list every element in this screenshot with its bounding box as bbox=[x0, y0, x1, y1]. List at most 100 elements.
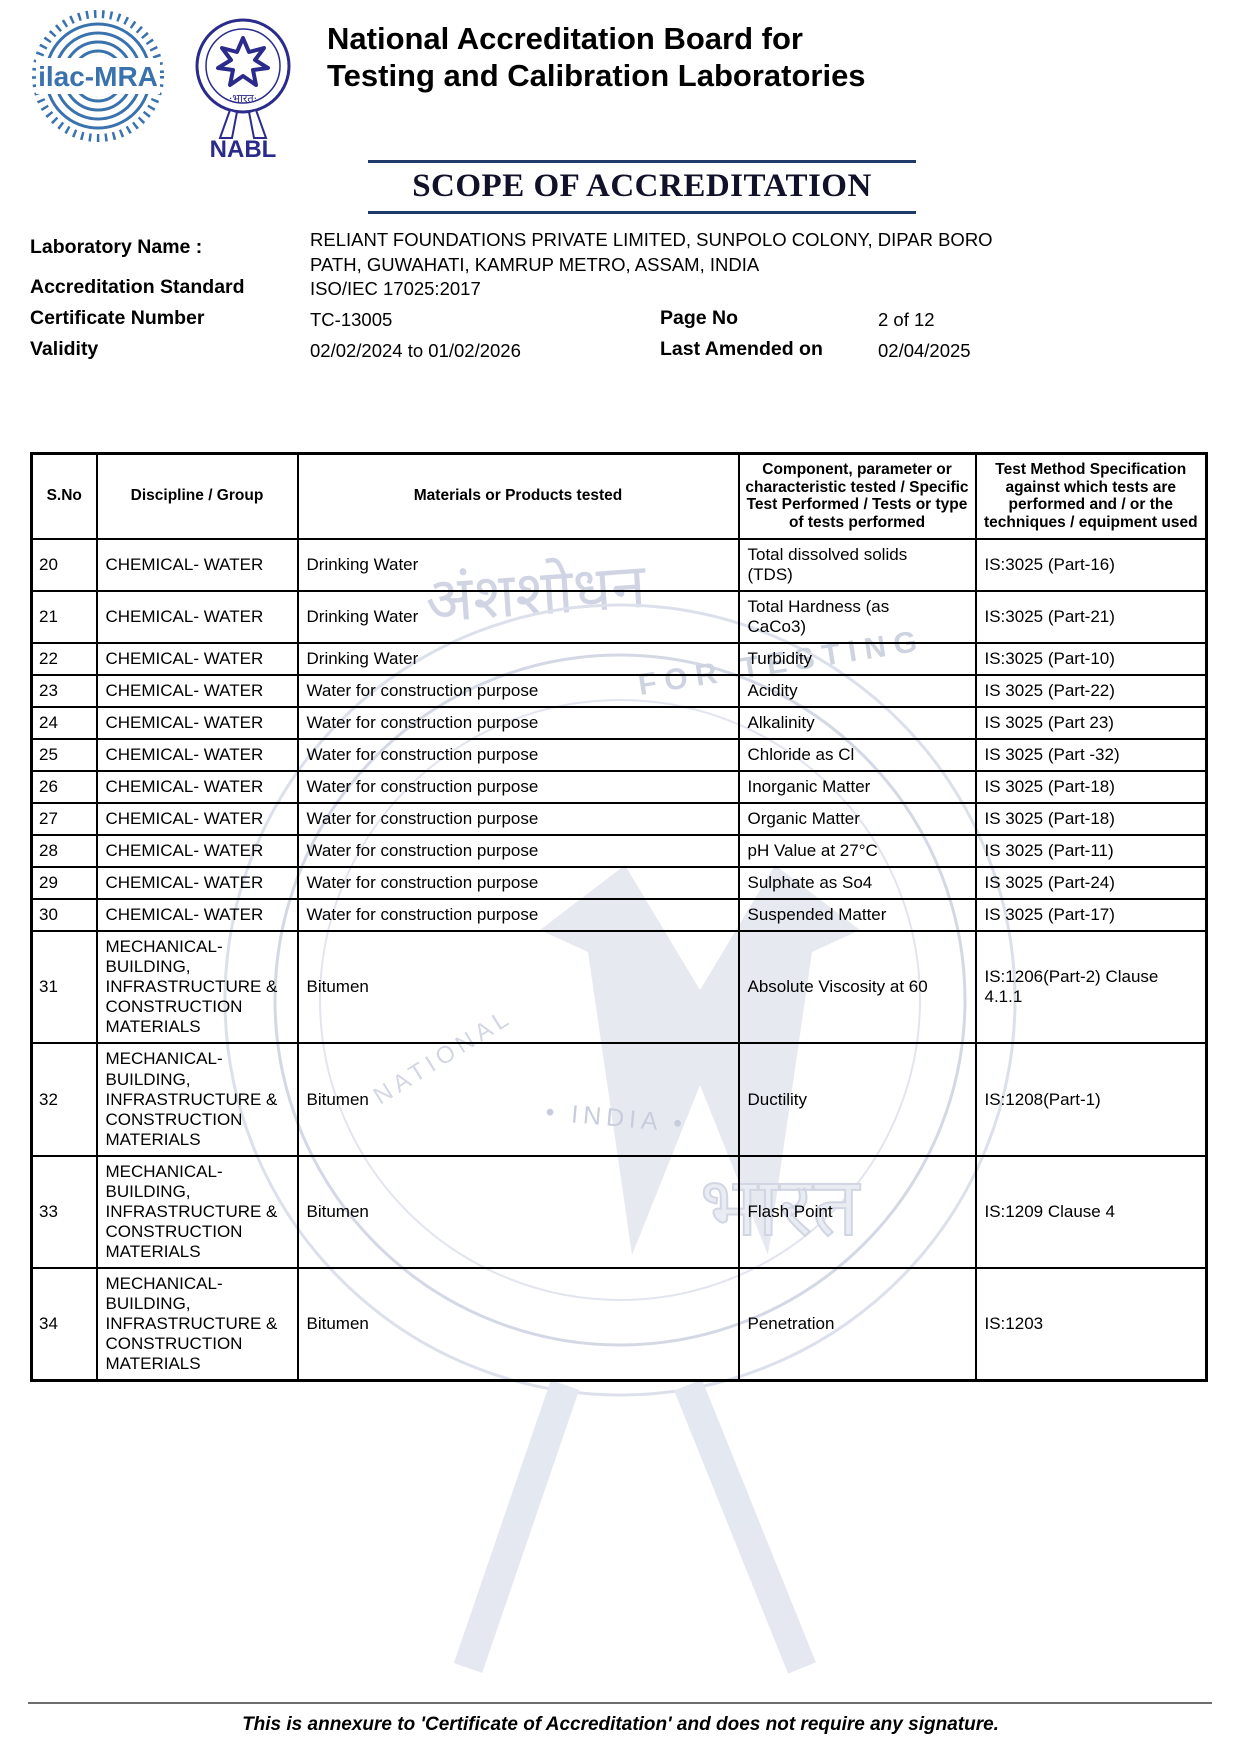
material-cell: Bitumen bbox=[296, 930, 740, 1045]
sno-cell: 21 bbox=[30, 589, 98, 644]
material-cell: Water for construction purpose bbox=[296, 898, 740, 933]
sno-cell: 31 bbox=[30, 930, 98, 1045]
component-cell: Total dissolved solids (TDS) bbox=[737, 537, 977, 592]
table-body: 20 CHEMICAL- WATER Drinking Water Total dis… bbox=[30, 537, 1208, 1382]
lab-name-value: RELIANT FOUNDATIONS PRIVATE LIMITED, SUN… bbox=[310, 229, 993, 275]
method-cell: IS 3025 (Part-18) bbox=[974, 802, 1208, 837]
component-cell: Organic Matter bbox=[737, 802, 977, 837]
method-cell: IS 3025 (Part 23) bbox=[974, 705, 1208, 740]
table-row: 21 CHEMICAL- WATER Drinking Water Total Har… bbox=[30, 589, 1208, 644]
org-title-line2: Testing and Calibration Laboratories bbox=[327, 58, 866, 93]
last-amended-value: 02/04/2025 bbox=[878, 340, 971, 361]
validity-label: Validity bbox=[30, 338, 99, 360]
component-cell: Flash Point bbox=[737, 1154, 977, 1269]
sno-cell: 32 bbox=[30, 1042, 98, 1157]
watermark-leg-left bbox=[453, 1380, 580, 1673]
nabl-leg-left bbox=[218, 108, 239, 139]
component-cell: Penetration bbox=[737, 1266, 977, 1382]
sno-cell: 28 bbox=[30, 834, 98, 869]
ilac-logo-text: ilac-MRA bbox=[38, 61, 158, 92]
method-cell: IS:3025 (Part-10) bbox=[974, 641, 1208, 676]
component-cell: Sulphate as So4 bbox=[737, 866, 977, 901]
method-cell: IS:1203 bbox=[974, 1266, 1208, 1382]
nabl-leg-right bbox=[247, 108, 268, 139]
component-cell: Alkalinity bbox=[737, 705, 977, 740]
sno-cell: 20 bbox=[30, 537, 98, 592]
nabl-logo-subtext: ·भारत· bbox=[229, 92, 257, 105]
discipline-cell: MECHANICAL- BUILDING, INFRASTRUCTURE & C… bbox=[95, 1042, 299, 1157]
discipline-cell: CHEMICAL- WATER bbox=[95, 537, 299, 592]
discipline-cell: CHEMICAL- WATER bbox=[95, 802, 299, 837]
material-cell: Water for construction purpose bbox=[296, 673, 740, 708]
material-cell: Bitumen bbox=[296, 1042, 740, 1157]
watermark-leg-right bbox=[674, 1379, 816, 1674]
discipline-cell: CHEMICAL- WATER bbox=[95, 898, 299, 933]
material-cell: Bitumen bbox=[296, 1266, 740, 1382]
method-cell: IS 3025 (Part-17) bbox=[974, 898, 1208, 933]
ilac-mra-logo: ilac-MRA bbox=[32, 10, 164, 142]
table-header-cell: Materials or Products tested bbox=[296, 452, 740, 540]
component-cell: Acidity bbox=[737, 673, 977, 708]
validity-value: 02/02/2024 to 01/02/2026 bbox=[310, 340, 521, 361]
material-cell: Drinking Water bbox=[296, 537, 740, 592]
last-amended-label: Last Amended on bbox=[660, 338, 823, 360]
discipline-cell: CHEMICAL- WATER bbox=[95, 641, 299, 676]
discipline-cell: CHEMICAL- WATER bbox=[95, 769, 299, 805]
material-cell: Water for construction purpose bbox=[296, 834, 740, 869]
scope-title: SCOPE OF ACCREDITATION bbox=[412, 168, 872, 204]
footer-note: This is annexure to 'Certificate of Accr… bbox=[242, 1714, 999, 1735]
discipline-cell: CHEMICAL- WATER bbox=[95, 737, 299, 773]
table-row: 31 MECHANICAL- BUILDING, INFRASTRUCTURE &… bbox=[30, 930, 1208, 1045]
material-cell: Drinking Water bbox=[296, 589, 740, 644]
table-row: 30 CHEMICAL- WATER Water for construction … bbox=[30, 898, 1208, 933]
certificate-number-label: Certificate Number bbox=[30, 307, 205, 329]
discipline-cell: CHEMICAL- WATER bbox=[95, 834, 299, 869]
table-row: 24 CHEMICAL- WATER Water for construction … bbox=[30, 705, 1208, 740]
component-cell: Turbidity bbox=[737, 641, 977, 676]
nabl-star-icon bbox=[216, 36, 270, 87]
component-cell: Inorganic Matter bbox=[737, 769, 977, 805]
material-cell: Water for construction purpose bbox=[296, 802, 740, 837]
nabl-logo: ·भारत· NABL bbox=[195, 18, 291, 160]
table-row: 27 CHEMICAL- WATER Water for construction … bbox=[30, 802, 1208, 837]
table-header-cell: Discipline / Group bbox=[95, 452, 299, 540]
table-row: 26 CHEMICAL- WATER Water for construction … bbox=[30, 769, 1208, 805]
table-row: 32 MECHANICAL- BUILDING, INFRASTRUCTURE &… bbox=[30, 1042, 1208, 1157]
method-cell: IS 3025 (Part -32) bbox=[974, 737, 1208, 773]
org-title-line1: National Accreditation Board for bbox=[327, 21, 803, 56]
component-cell: Total Hardness (as CaCo3) bbox=[737, 589, 977, 644]
method-cell: IS 3025 (Part-22) bbox=[974, 673, 1208, 708]
table-row: 28 CHEMICAL- WATER Water for construction … bbox=[30, 834, 1208, 869]
table-row: 34 MECHANICAL- BUILDING, INFRASTRUCTURE &… bbox=[30, 1266, 1208, 1382]
discipline-cell: CHEMICAL- WATER bbox=[95, 866, 299, 901]
sno-cell: 30 bbox=[30, 898, 98, 933]
table-header-row: S.No Discipline / Group Materials or Produ… bbox=[30, 452, 1208, 540]
footer-divider bbox=[28, 1702, 1212, 1704]
material-cell: Bitumen bbox=[296, 1154, 740, 1269]
component-cell: pH Value at 27°C bbox=[737, 834, 977, 869]
discipline-cell: MECHANICAL- BUILDING, INFRASTRUCTURE & C… bbox=[95, 1266, 299, 1382]
component-cell: Suspended Matter bbox=[737, 898, 977, 933]
table-row: 20 CHEMICAL- WATER Drinking Water Total dis… bbox=[30, 537, 1208, 592]
discipline-cell: MECHANICAL- BUILDING, INFRASTRUCTURE & C… bbox=[95, 930, 299, 1045]
method-cell: IS:1208(Part-1) bbox=[974, 1042, 1208, 1157]
method-cell: IS:3025 (Part-16) bbox=[974, 537, 1208, 592]
discipline-cell: CHEMICAL- WATER bbox=[95, 705, 299, 740]
method-cell: IS 3025 (Part-11) bbox=[974, 834, 1208, 869]
scope-title-block: SCOPE OF ACCREDITATION bbox=[368, 160, 916, 214]
table-header-cell: S.No bbox=[30, 452, 98, 540]
scope-table: S.No Discipline / Group Materials or Produ… bbox=[30, 452, 1208, 1383]
material-cell: Drinking Water bbox=[296, 641, 740, 676]
page-no-value: 2 of 12 bbox=[878, 309, 935, 330]
table-row: 23 CHEMICAL- WATER Water for construction … bbox=[30, 673, 1208, 708]
component-cell: Absolute Viscosity at 60 bbox=[737, 930, 977, 1045]
method-cell: IS:1206(Part-2) Clause 4.1.1 bbox=[974, 930, 1208, 1045]
nabl-logo-text: NABL bbox=[210, 136, 277, 160]
certificate-number-value: TC-13005 bbox=[310, 309, 393, 330]
material-cell: Water for construction purpose bbox=[296, 705, 740, 740]
material-cell: Water for construction purpose bbox=[296, 737, 740, 773]
component-cell: Chloride as Cl bbox=[737, 737, 977, 773]
table-row: 22 CHEMICAL- WATER Drinking Water Turbidity… bbox=[30, 641, 1208, 676]
table-header-cell: Component, parameter or characteristic t… bbox=[737, 452, 977, 540]
